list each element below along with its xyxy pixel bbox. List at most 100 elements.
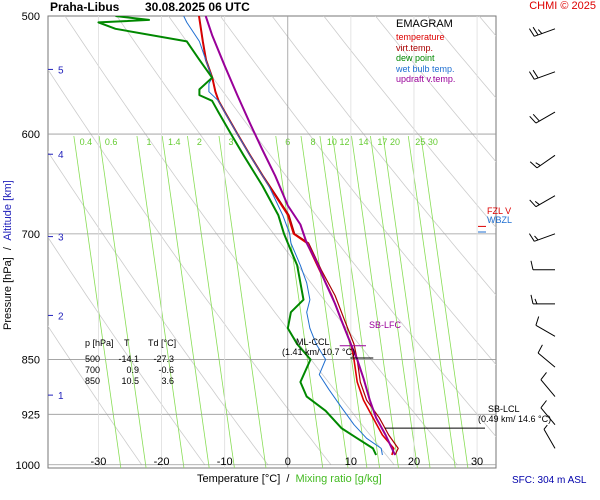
wind-barb: [529, 195, 556, 208]
dry-adiabat-line: [219, 16, 496, 366]
temperature-tick-label: 0: [285, 456, 291, 468]
x-axis-title: Temperature [°C] / Mixing ratio [g/kg]: [197, 473, 382, 485]
mixing-ratio-line: [319, 135, 368, 468]
table-cell: 850: [85, 376, 100, 386]
wind-barb: [529, 111, 556, 124]
profile-wet-bulb-temp: [183, 16, 383, 456]
pressure-tick-label: 700: [22, 229, 40, 241]
dry-adiabat-line: [48, 236, 206, 466]
table-cell: -27.3: [153, 354, 174, 364]
dry-adiabat-line: [375, 16, 496, 163]
pressure-tick-label: 600: [22, 129, 40, 141]
dry-adiabat-line: [271, 16, 496, 296]
table-cell: 3.6: [161, 376, 174, 386]
mixing-ratio-line: [370, 135, 418, 468]
wind-barb: [528, 26, 556, 37]
altitude-tick-label: 3: [58, 233, 64, 244]
ml-ccl-detail: (1.41 km/ 10.7 °C): [282, 347, 355, 357]
table-cell: 500: [85, 354, 100, 364]
mixing-ratio-label: 1.4: [168, 137, 181, 147]
dry-adiabat-line: [48, 325, 143, 466]
sb-lcl-detail: (0.49 km/ 14.6 °C): [478, 414, 551, 424]
mixing-ratio-label: 17: [377, 137, 387, 147]
wind-barb: [530, 260, 555, 271]
wind-barb: [540, 400, 556, 426]
table-cell: 700: [85, 365, 100, 375]
mixing-ratio-line: [136, 135, 185, 468]
mixing-ratio-label: 25: [415, 137, 425, 147]
temperature-tick-label: 10: [345, 456, 357, 468]
dry-adiabat-line: [323, 16, 496, 228]
mixing-ratio-label: 0.6: [105, 137, 118, 147]
temperature-tick-label: 30: [471, 456, 483, 468]
table-cell: 0.9: [126, 365, 139, 375]
wind-barb: [535, 316, 556, 337]
pressure-tick-label: 925: [22, 409, 40, 421]
credit: CHMI © 2025: [529, 0, 596, 12]
legend-item-wet-bulb: wet bulb temp.: [396, 63, 455, 74]
altitude-tick-label: 2: [58, 311, 64, 322]
dry-adiabats: [48, 16, 600, 466]
mixing-ratio-line: [407, 135, 456, 468]
mixing-ratio-label: 12: [340, 137, 350, 147]
wbzl-label: WBZL: [487, 215, 512, 225]
legend: EMAGRAM temperature virt.temp. dew point…: [396, 18, 506, 85]
sounding-datetime: 30.08.2025 06 UTC: [145, 0, 250, 14]
wind-barb: [537, 344, 556, 368]
ml-ccl-label: ML-CCL: [296, 337, 330, 347]
temperature-axis-label: Temperature [°C]: [197, 473, 281, 485]
mixing-ratio-line: [351, 135, 399, 468]
dry-adiabat-line: [116, 16, 458, 466]
sb-lcl-label: SB-LCL: [488, 404, 520, 414]
pressure-tick-label: 500: [22, 11, 40, 23]
mixing-ratio-label: 8: [311, 137, 316, 147]
profiles: [97, 16, 399, 456]
dry-adiabat-line: [64, 16, 395, 466]
legend-item-updraft: updraft v.temp.: [396, 74, 456, 84]
temperature-tick-label: 20: [408, 456, 420, 468]
station-name: Praha-Libus: [50, 0, 120, 14]
altitude-tick-label: 4: [58, 150, 64, 161]
table-header: Td [°C]: [148, 338, 176, 348]
fzl-label: FZL V: [487, 206, 511, 216]
mixing-ratio-label: 30: [428, 137, 438, 147]
plot-area: [47, 15, 497, 469]
mixing-ratio-line: [275, 135, 324, 468]
altitude-tick-label: 1: [58, 391, 64, 402]
temperature-tick-label: -20: [154, 456, 170, 468]
mixing-ratio-line: [98, 135, 147, 468]
mixing-ratio-line: [73, 135, 122, 468]
mixing-ratio-line: [382, 135, 431, 468]
table-cell: 10.5: [121, 376, 139, 386]
sounding-table: p [hPa] T Td [°C] 500 -14.1 -27.3 700 0.9 -0.6 85…: [85, 338, 176, 386]
wind-barb: [543, 424, 556, 449]
grid: 0.40.611.4236810121417202530500600700850…: [16, 11, 496, 472]
wind-barb: [540, 372, 556, 397]
dry-adiabat-line: [531, 16, 600, 465]
mixing-ratio-axis-label: Mixing ratio [g/kg]: [295, 473, 382, 485]
mixing-ratio-label: 1: [146, 137, 151, 147]
mixing-ratio-lines: [73, 135, 469, 468]
mixing-ratio-label: 3: [228, 137, 233, 147]
table-cell: -14.1: [118, 354, 139, 364]
mixing-ratio-label: 20: [390, 137, 400, 147]
mixing-ratio-line: [218, 135, 267, 468]
mixing-ratio-line: [332, 135, 380, 468]
pressure-sep: /: [2, 246, 14, 250]
dry-adiabat-line: [168, 16, 496, 438]
wind-barb: [529, 154, 556, 169]
altitude-label: Altitude [km]: [2, 180, 14, 241]
mixing-ratio-label: 0.4: [80, 137, 93, 147]
dry-adiabat-line: [583, 16, 600, 465]
mixing-ratio-label: 14: [358, 137, 368, 147]
wind-barb: [528, 233, 556, 242]
mixing-ratio-line: [300, 135, 349, 468]
legend-item-dew-point: dew point: [396, 53, 435, 63]
table-cell: -0.6: [158, 365, 174, 375]
legend-item-temperature: temperature: [396, 32, 445, 42]
pressure-label: Pressure [hPa]: [2, 257, 14, 330]
pressure-tick-label: 850: [22, 355, 40, 367]
x-axis-sep: /: [286, 473, 290, 485]
temperature-tick-label: -30: [91, 456, 107, 468]
altitude-tick-label: 5: [58, 65, 64, 76]
